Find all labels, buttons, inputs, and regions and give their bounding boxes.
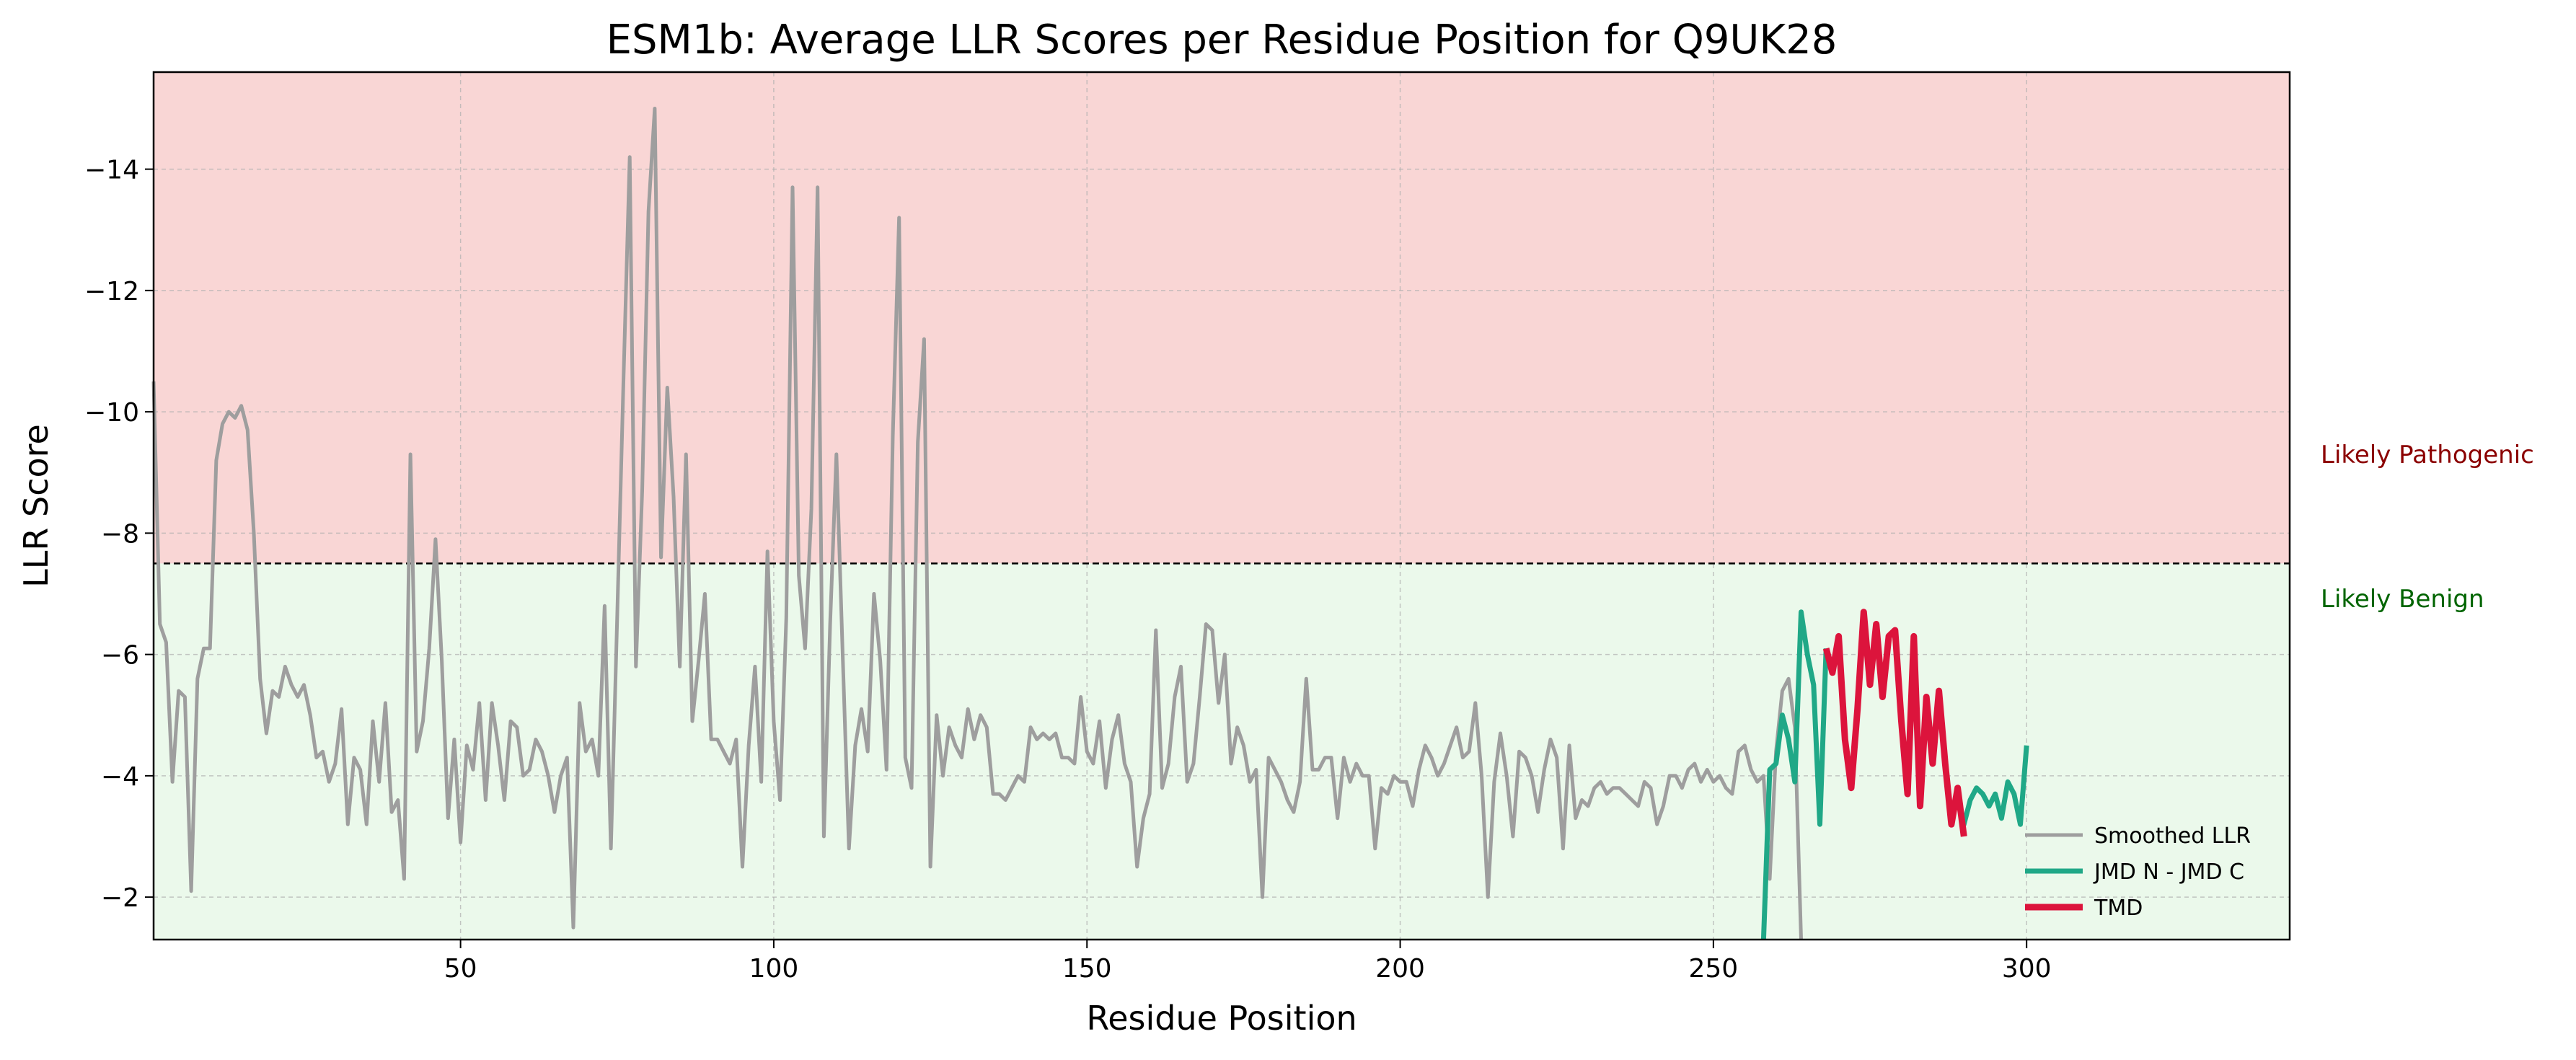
series-layer — [151, 107, 2029, 940]
x-axis-title: Residue Position — [1086, 999, 1357, 1038]
plot-frame — [152, 71, 2291, 941]
y-tick-label: −12 — [84, 277, 139, 306]
likely-pathogenic-label: Likely Pathogenic — [2321, 441, 2534, 469]
x-tick-label: 150 — [1062, 954, 1112, 984]
series-smoothed-llr-line — [151, 107, 1803, 940]
y-tick-label: −4 — [101, 762, 139, 792]
y-axis-ticks: −2 −4 −6 −8 −10 −12 −14 — [84, 156, 154, 913]
likely-benign-label: Likely Benign — [2321, 585, 2484, 614]
likely-pathogenic-zone — [154, 72, 2290, 564]
legend-label: TMD — [2094, 896, 2143, 921]
y-tick-label: −2 — [101, 883, 139, 913]
grid-lines — [154, 72, 2290, 940]
y-tick-label: −6 — [101, 641, 139, 671]
series-tmd-line — [1822, 609, 1967, 837]
y-tick-label: −14 — [84, 156, 139, 185]
y-axis-title: LLR Score — [17, 424, 56, 588]
y-tick-label: −10 — [84, 398, 139, 428]
series-jmd-line — [1760, 609, 1829, 940]
x-tick-label: 50 — [444, 954, 477, 984]
legend-label: Smoothed LLR — [2094, 823, 2251, 849]
series-jmd-line — [1955, 745, 2029, 827]
x-tick-label: 100 — [749, 954, 799, 984]
legend: Smoothed LLR JMD N - JMD C TMD — [2025, 823, 2251, 921]
chart-title: ESM1b: Average LLR Scores per Residue Po… — [606, 17, 1838, 63]
x-tick-label: 250 — [1689, 954, 1739, 984]
x-axis-ticks: 50 100 150 200 250 300 — [444, 940, 2052, 984]
y-tick-label: −8 — [101, 519, 139, 549]
x-tick-label: 200 — [1375, 954, 1425, 984]
legend-label: JMD N - JMD C — [2093, 860, 2244, 885]
x-tick-label: 300 — [2002, 954, 2052, 984]
